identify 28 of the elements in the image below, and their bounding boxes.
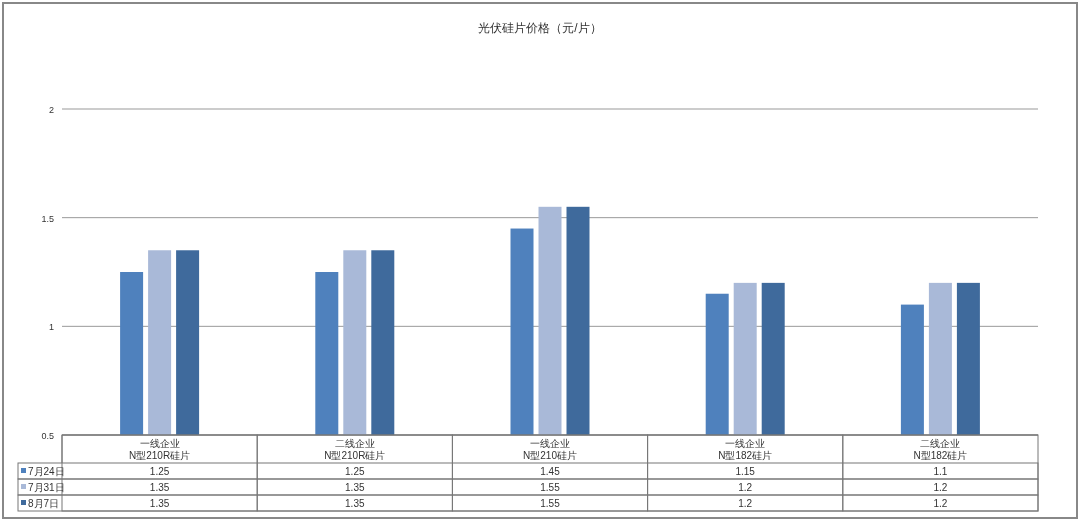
chart-title: 光伏硅片价格（元/片） — [478, 21, 602, 35]
data-label: 1.2 — [738, 498, 753, 509]
data-label: 1.35 — [149, 498, 170, 509]
data-label: 1.2 — [933, 482, 948, 493]
data-label: 1.35 — [149, 482, 170, 493]
y-tick-label: 0.5 — [41, 431, 54, 441]
data-label: 1.55 — [540, 482, 561, 493]
x-tick-label: 二线企业 N型210R硅片 — [324, 438, 386, 461]
legend-label: 7月24日 — [28, 466, 65, 477]
data-label: 1.25 — [345, 466, 365, 477]
x-tick-label: 二线企业 N型182硅片 — [913, 438, 968, 461]
x-tick-label: 一线企业 N型210R硅片 — [129, 438, 191, 461]
data-label: 1.25 — [149, 466, 170, 477]
data-label: 1.1 — [933, 466, 948, 477]
data-label: 1.55 — [540, 498, 561, 509]
data-label: 1.35 — [345, 498, 365, 509]
y-tick-label: 1.5 — [41, 213, 54, 224]
data-label: 1.35 — [345, 482, 365, 493]
y-tick-label: 2 — [48, 105, 54, 115]
legend-label: 8月7日 — [28, 498, 60, 509]
y-tick-label: 1 — [48, 322, 54, 333]
x-tick-label: 一线企业 N型210硅片 — [523, 438, 577, 461]
data-label: 1.45 — [540, 466, 561, 477]
data-label: 1.2 — [933, 498, 948, 509]
x-tick-label: 一线企业 N型182硅片 — [718, 438, 773, 461]
data-label: 1.15 — [735, 466, 756, 477]
legend-label: 7月31日 — [28, 482, 65, 493]
data-label: 1.2 — [738, 482, 753, 493]
